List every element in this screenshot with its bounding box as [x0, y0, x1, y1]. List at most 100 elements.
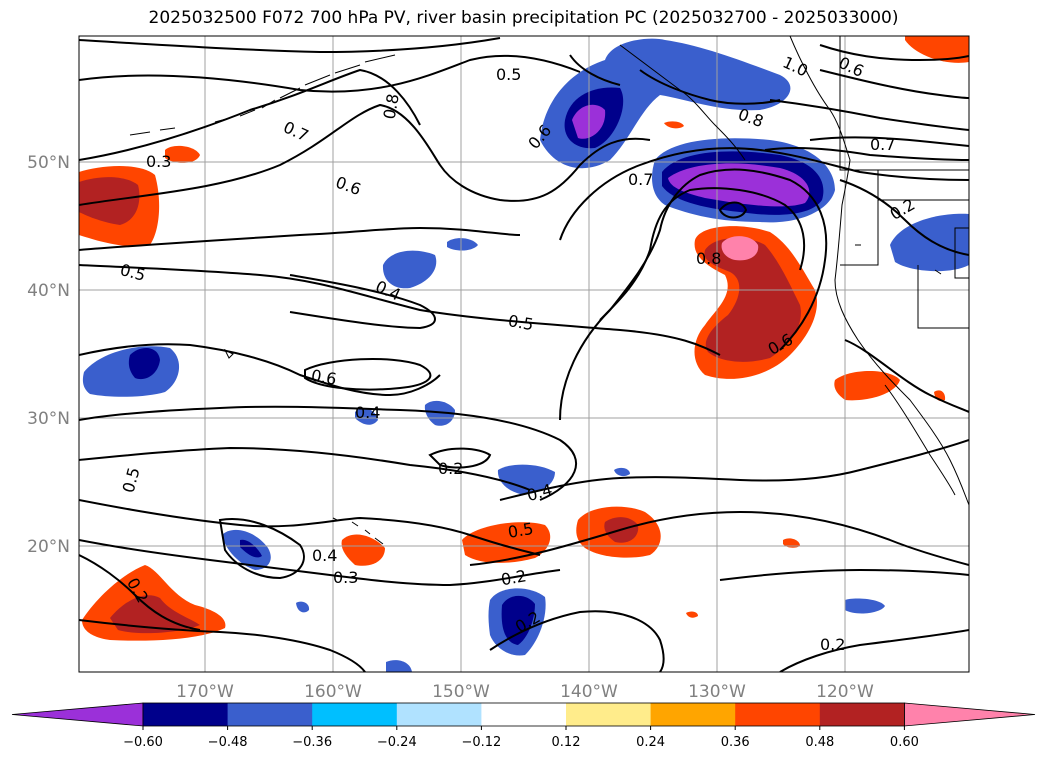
lat-label: 30°N	[27, 409, 70, 429]
contour-line	[839, 179, 969, 256]
colorbar-segment	[650, 703, 736, 726]
colorbar-segment	[735, 703, 821, 726]
precipitation-shading	[79, 36, 969, 672]
colorbar-tick-label: 0.48	[805, 735, 834, 750]
colorbar-segment	[143, 703, 229, 726]
contour-line	[559, 147, 969, 241]
shading-negative-6	[497, 464, 555, 495]
contour-line	[764, 146, 969, 161]
shading-negative-3-core	[128, 348, 160, 380]
contour-line	[79, 446, 531, 491]
colorbar-tick-label: 0.60	[890, 735, 919, 750]
contour-line	[599, 187, 806, 321]
lat-label: 20°N	[27, 537, 70, 557]
lon-label: 170°W	[176, 682, 234, 702]
shading-negative-12	[614, 467, 630, 477]
contour-label: 0.4	[312, 546, 337, 565]
shading-positive-ca-core	[721, 236, 759, 261]
colorbar-segment	[227, 703, 313, 726]
contour-label: 0.4	[355, 403, 380, 422]
contour-label: 0.8	[380, 92, 403, 120]
contour-line	[779, 629, 969, 672]
longitude-labels: 170°W 160°W 150°W 140°W 130°W 120°W	[176, 682, 874, 702]
shading-positive-ca-mid	[704, 238, 801, 362]
contour-line	[79, 226, 521, 251]
contour-line	[769, 99, 969, 131]
contour-label: 0.3	[333, 568, 358, 587]
pv-contours	[79, 37, 969, 672]
shading-positive-ne	[905, 36, 969, 63]
lat-label: 40°N	[27, 281, 70, 301]
contour-line	[304, 358, 432, 391]
contour-line	[639, 69, 781, 105]
alaska-panhandle	[619, 44, 746, 161]
contour-line	[79, 405, 578, 501]
contour-label: 0.5	[506, 519, 534, 542]
contour-line	[79, 499, 541, 556]
lon-label: 120°W	[816, 682, 874, 702]
colorbar-segment	[481, 703, 567, 726]
colorbar-tick-label: 0.12	[552, 735, 581, 750]
shading-negative-9	[845, 598, 885, 614]
shading-negative-11	[386, 660, 412, 672]
contour-line	[79, 103, 651, 206]
contour-line	[489, 610, 665, 672]
contour-label: 0.2	[887, 195, 919, 224]
map-title: 2025032500 F072 700 hPa PV, river basin …	[148, 8, 899, 28]
contour-line	[428, 447, 492, 469]
shading-positive-small-4	[686, 611, 698, 618]
shading-negative-east	[890, 213, 969, 272]
colorbar-extend-high	[904, 702, 1036, 727]
contour-line	[289, 274, 436, 330]
contour-line	[79, 554, 201, 631]
colorbar-tick-label: −0.36	[292, 735, 332, 750]
shading-positive-small-2	[783, 538, 800, 548]
map-frame	[78, 35, 970, 673]
contour-label: 0.7	[628, 170, 653, 189]
lon-label: 130°W	[688, 682, 746, 702]
colorbar-tick-label: 0.36	[721, 735, 750, 750]
lon-label: 160°W	[304, 682, 362, 702]
contour-label: 0.2	[820, 635, 845, 654]
contour-label: 0.5	[507, 311, 535, 334]
contour-line	[844, 339, 969, 413]
shading-positive-small-5	[664, 121, 684, 129]
contour-line	[819, 69, 969, 99]
contour-label: 0.6	[310, 366, 338, 389]
coastline-baja	[884, 384, 956, 496]
contour-line	[819, 44, 969, 62]
contour-line	[79, 37, 501, 54]
colorbar-segment	[566, 703, 652, 726]
coastline-north-america	[789, 36, 969, 506]
border-states	[840, 170, 969, 329]
lat-label: 50°N	[27, 153, 70, 173]
colorbar-segment	[312, 703, 398, 726]
contour-label: 0.8	[696, 249, 721, 268]
contour-line	[79, 619, 366, 672]
shading-negative-2	[447, 238, 478, 251]
contour-line	[718, 201, 748, 219]
contour-label: 0.6	[333, 173, 363, 200]
colorbar-segment	[819, 703, 905, 726]
shading-negative-4	[424, 400, 455, 426]
colorbar-segment	[396, 703, 482, 726]
shading-negative-1	[382, 250, 437, 289]
colorbar-tick-label: 0.24	[636, 735, 665, 750]
aleutians	[129, 54, 396, 136]
shading-positive-sub-3	[341, 534, 385, 566]
colorbar-tick-label: −0.48	[208, 735, 248, 750]
colorbar-tick-label: −0.60	[123, 735, 163, 750]
contour-label: 0.7	[870, 135, 895, 154]
shading-negative-5	[355, 408, 378, 425]
contour-line	[809, 136, 969, 147]
shading-positive-small-1	[165, 145, 200, 163]
contour-label: 0.5	[118, 260, 148, 285]
latitude-labels: 50°N 40°N 30°N 20°N	[27, 153, 70, 557]
shading-negative-10	[296, 601, 310, 613]
coastlines	[129, 36, 969, 545]
colorbar-frame	[142, 702, 905, 727]
contour-line	[79, 343, 441, 397]
contour-label: 0.2	[438, 459, 463, 478]
shading-positive-sub-4	[834, 371, 900, 401]
